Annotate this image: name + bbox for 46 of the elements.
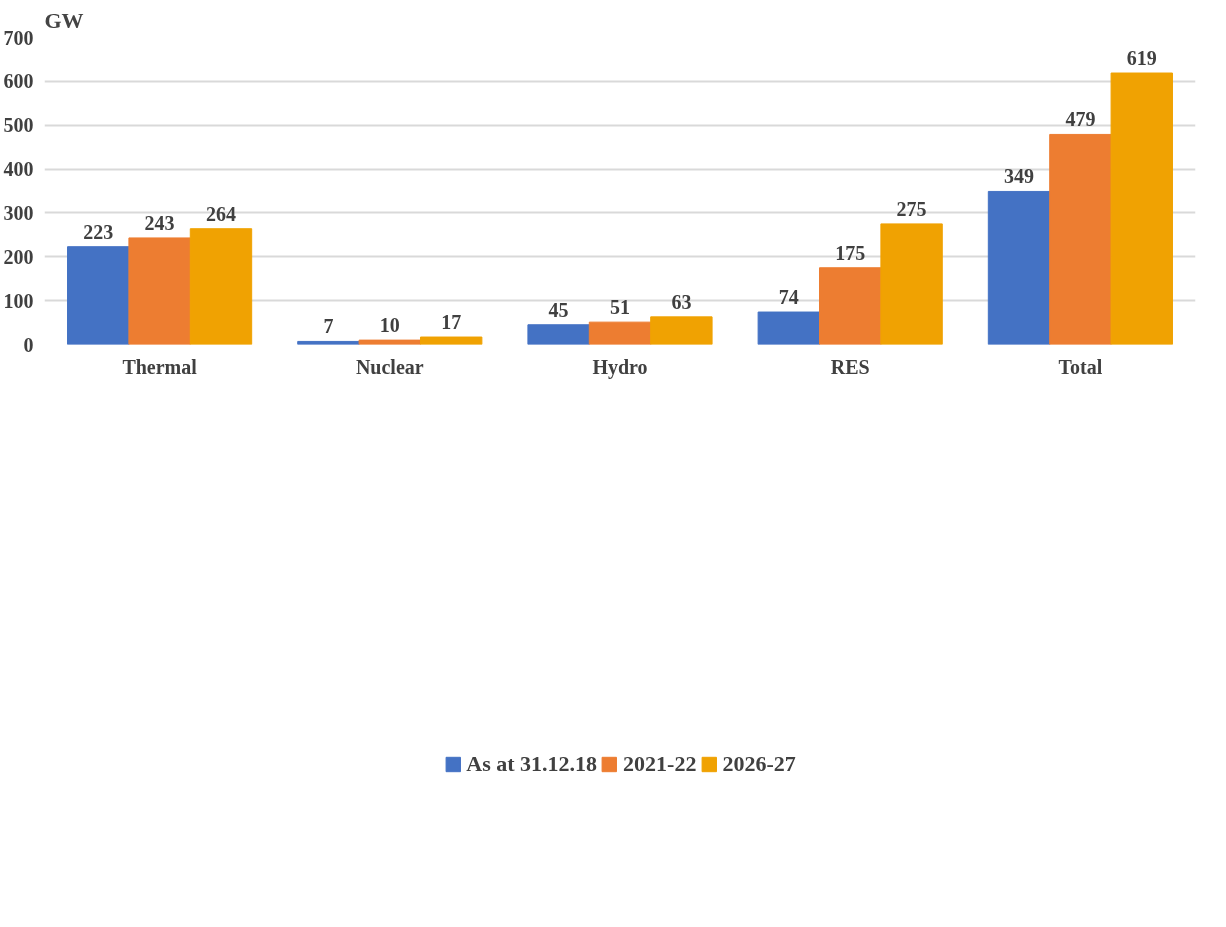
data-label: 63 <box>671 290 692 313</box>
bar <box>588 321 652 345</box>
data-label: 175 <box>835 241 866 264</box>
data-label: 264 <box>205 202 236 225</box>
bar <box>189 228 253 345</box>
y-tick-label: 600 <box>3 70 34 93</box>
data-label: 74 <box>778 286 799 309</box>
bar <box>819 267 882 345</box>
bar <box>650 316 713 345</box>
data-label: 51 <box>610 296 630 319</box>
legend-label: 2021-22 <box>623 750 697 777</box>
data-label: 275 <box>896 197 927 220</box>
bar <box>419 336 483 345</box>
y-tick-label: 200 <box>3 245 34 268</box>
data-label: 7 <box>323 315 334 338</box>
y-tick-label: 0 <box>23 333 34 356</box>
y-tick-label: 500 <box>3 114 34 137</box>
bar <box>128 237 191 345</box>
bar <box>757 311 821 345</box>
x-tick-label: Nuclear <box>355 355 424 378</box>
data-label: 243 <box>144 211 175 234</box>
x-tick-label: Thermal <box>122 355 198 378</box>
data-label: 349 <box>1004 165 1035 188</box>
bar <box>527 324 590 345</box>
x-tick-label: Total <box>1058 355 1103 378</box>
bar <box>1110 72 1173 345</box>
y-tick-label: 400 <box>3 158 34 181</box>
data-label: 45 <box>548 298 569 321</box>
bar <box>67 246 130 345</box>
bar <box>358 339 421 345</box>
data-label: 619 <box>1126 47 1157 70</box>
y-tick-label: 300 <box>3 201 34 224</box>
bar <box>1049 133 1112 345</box>
data-label: 10 <box>379 314 400 337</box>
y-axis-title: GW <box>44 7 84 33</box>
legend-label: 2026-27 <box>722 750 796 777</box>
bar <box>987 190 1051 345</box>
y-tick-label: 100 <box>3 289 34 312</box>
data-label: 479 <box>1065 108 1096 131</box>
legend-label: As at 31.12.18 <box>466 750 598 777</box>
y-tick-label: 700 <box>3 26 34 49</box>
data-label: 17 <box>441 311 462 334</box>
x-tick-label: RES <box>830 355 870 378</box>
bar <box>880 223 943 345</box>
x-tick-label: Hydro <box>592 355 648 379</box>
data-label: 223 <box>83 220 114 243</box>
